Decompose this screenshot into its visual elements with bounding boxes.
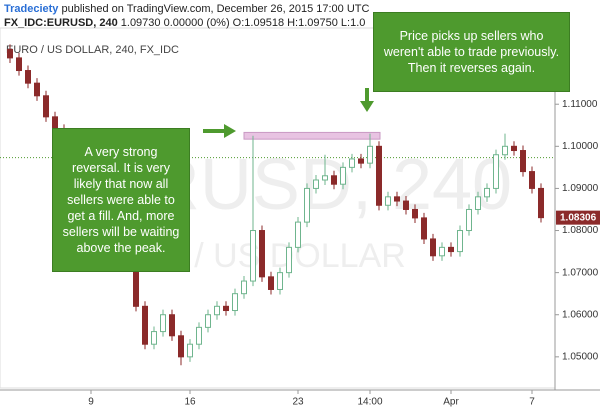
candle-body <box>25 70 31 84</box>
candle-body <box>304 187 310 223</box>
annotation: A very strong reversal. It is very likel… <box>52 128 190 272</box>
x-tick-label: 7 <box>529 397 535 408</box>
candle-body <box>259 230 265 278</box>
candle-body <box>295 221 301 248</box>
candle-body <box>214 305 220 316</box>
candle-body <box>349 158 355 168</box>
arrow-right <box>203 129 225 133</box>
candle-body <box>232 293 238 312</box>
x-tick-label: 9 <box>88 397 94 408</box>
candle-body <box>178 335 184 358</box>
candle-body <box>439 246 445 257</box>
arrows <box>203 88 374 138</box>
candle-body <box>493 154 499 189</box>
candle-body <box>43 95 49 118</box>
candle-body <box>376 145 382 206</box>
last-price-box <box>556 210 600 225</box>
candle-body <box>475 196 481 210</box>
candle-body <box>421 217 427 240</box>
candle-body <box>196 326 202 345</box>
candle-body <box>268 276 274 290</box>
candle-body <box>457 230 463 253</box>
candle-body <box>358 158 364 164</box>
candle-body <box>403 200 409 210</box>
y-tick-label: 1.06000 <box>562 309 599 320</box>
candle-body <box>322 175 328 181</box>
candle-body <box>466 208 472 232</box>
chart-title: EURO / US DOLLAR, 240, FX_IDC <box>6 44 179 56</box>
candle-body <box>394 196 400 202</box>
x-tick-label: 14:00 <box>357 397 382 408</box>
y-tick-label: 1.11000 <box>562 99 598 110</box>
header-line: Tradeciety published on TradingView.com,… <box>4 3 369 15</box>
candle-body <box>187 343 193 358</box>
candle-body <box>169 314 175 337</box>
arrow-down <box>365 88 369 102</box>
zone <box>243 131 381 140</box>
y-tick-label: 1.09000 <box>562 183 599 194</box>
candle-body <box>16 57 22 72</box>
candle-body <box>142 305 148 345</box>
candle-body <box>160 314 166 333</box>
candle-body <box>34 82 40 97</box>
candle-body <box>340 166 346 185</box>
y-tick-label: 1.08000 <box>562 225 599 236</box>
candle-body <box>412 208 418 219</box>
candle-body <box>367 145 373 164</box>
candle-body <box>529 171 535 189</box>
arrow-right-head <box>224 124 236 138</box>
candle-body <box>430 238 436 257</box>
candle-body <box>511 145 517 152</box>
symbol: FX_IDC:EURUSD, 240 <box>4 17 118 29</box>
y-tick-label: 1.07000 <box>562 267 599 278</box>
last-price-label: 1.08306 <box>560 212 597 223</box>
x-tick-label: Apr <box>443 397 459 408</box>
candle-body <box>331 175 337 185</box>
candle-body <box>151 331 157 345</box>
quote: 1.09730 0.00000 (0%) O:1.09518 H:1.09750… <box>120 17 366 29</box>
published: published on TradingView.com, December 2… <box>58 3 370 15</box>
y-tick-label: 1.05000 <box>562 351 599 362</box>
candle-body <box>241 280 247 295</box>
candle-body <box>313 179 319 189</box>
candle-body <box>538 187 544 219</box>
candle-body <box>385 196 391 206</box>
arrow-down-head <box>360 101 374 112</box>
x-tick-label: 16 <box>184 397 196 408</box>
x-tick-label: 23 <box>292 397 304 408</box>
candle-body <box>7 48 13 59</box>
candle-body <box>484 187 490 198</box>
candle-body <box>520 150 526 173</box>
candle-body <box>277 272 283 290</box>
y-tick-label: 1.10000 <box>562 141 599 152</box>
candle-body <box>205 314 211 328</box>
annotation: Price picks up sellers who weren't able … <box>373 12 570 92</box>
candle-body <box>250 230 256 282</box>
candle-body <box>223 305 229 312</box>
candle-body <box>502 145 508 156</box>
author[interactable]: Tradeciety <box>4 3 59 15</box>
quote-line: FX_IDC:EURUSD, 240 1.09730 0.00000 (0%) … <box>4 17 365 29</box>
candle-body <box>448 246 454 253</box>
candle-body <box>286 246 292 274</box>
